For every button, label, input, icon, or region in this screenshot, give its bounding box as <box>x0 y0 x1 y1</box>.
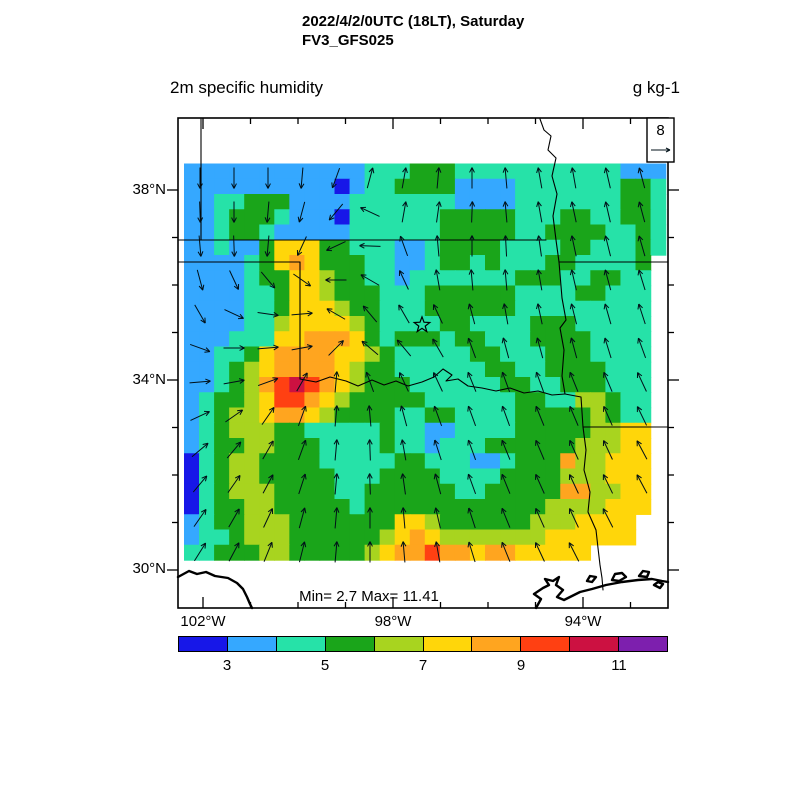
model-label: FV3_GFS025 <box>302 32 394 49</box>
colorbar-segment-2 <box>275 636 326 652</box>
colorbar-segment-0 <box>178 636 228 652</box>
map-svg <box>167 117 679 610</box>
colorbar-segment-1 <box>226 636 277 652</box>
lat-label-38n: 38°N <box>132 181 166 198</box>
colorbar-segment-7 <box>520 636 571 652</box>
units-label: g kg-1 <box>632 78 680 97</box>
colorbar-segment-4 <box>373 636 424 652</box>
colorbar-segment-9 <box>618 636 669 652</box>
colorbar-segment-6 <box>471 636 522 652</box>
colorbar <box>178 636 669 652</box>
minmax-label: Min= 2.7 Max= 11.41 <box>299 588 439 605</box>
plot-title: 2022/4/2/0UTC (18LT), Saturday <box>302 13 525 30</box>
colorbar-segment-5 <box>422 636 473 652</box>
lat-label-30n: 30°N <box>132 560 166 577</box>
lon-label-98w: 98°W <box>374 613 412 630</box>
field-title: 2m specific humidity <box>170 78 324 97</box>
wind-ref-value: 8 <box>656 122 665 139</box>
colorbar-segment-8 <box>569 636 620 652</box>
lon-label-94w: 94°W <box>564 613 602 630</box>
colorbar-tick-9: 9 <box>516 657 526 674</box>
lat-label-34n: 34°N <box>132 371 166 388</box>
colorbar-tick-3: 3 <box>222 657 232 674</box>
lon-label-102w: 102°W <box>180 613 226 630</box>
colorbar-tick-5: 5 <box>320 657 330 674</box>
colorbar-segment-3 <box>324 636 375 652</box>
colorbar-tick-11: 11 <box>611 657 627 674</box>
colorbar-tick-7: 7 <box>418 657 428 674</box>
